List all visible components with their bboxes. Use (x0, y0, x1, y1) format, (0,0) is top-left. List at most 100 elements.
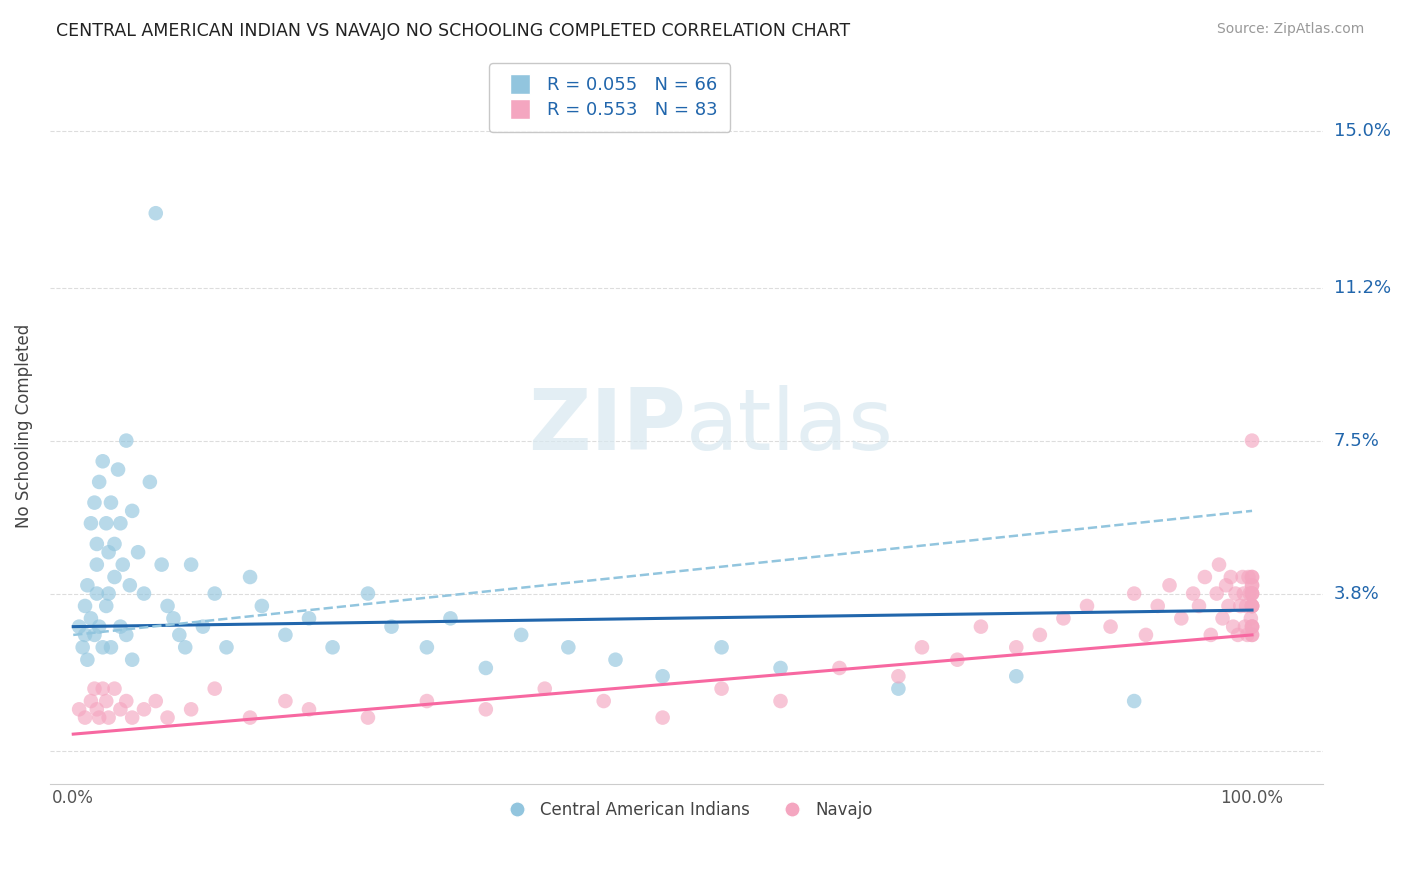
Point (76, 578, 98, 592)
Point (1233, 620, 1256, 634)
Text: ZIP: ZIP (529, 384, 686, 467)
Point (1146, 599, 1168, 613)
Point (592, 694, 614, 708)
Point (80, 516, 103, 531)
Point (215, 640, 238, 655)
Point (357, 586, 380, 600)
Point (1233, 586, 1256, 600)
Point (1240, 578, 1263, 592)
Point (145, 694, 167, 708)
Point (1229, 599, 1251, 613)
Point (416, 640, 439, 655)
Point (1194, 570, 1216, 584)
Point (118, 578, 141, 592)
Point (1240, 586, 1263, 600)
Point (97, 710, 120, 724)
Point (1123, 586, 1146, 600)
Point (1188, 599, 1211, 613)
Point (115, 694, 138, 708)
Point (156, 710, 179, 724)
Point (533, 681, 555, 696)
Point (1232, 570, 1254, 584)
Point (80, 694, 103, 708)
Point (1240, 586, 1263, 600)
Point (83, 628, 105, 642)
Point (475, 661, 498, 675)
Point (1239, 586, 1261, 600)
Point (96, 694, 118, 708)
Point (115, 628, 138, 642)
Point (1218, 599, 1240, 613)
Point (1029, 628, 1052, 642)
Point (191, 620, 214, 634)
Point (1240, 599, 1263, 613)
Point (475, 702, 498, 716)
Point (298, 702, 321, 716)
Point (1159, 578, 1181, 592)
Point (1182, 586, 1205, 600)
Point (1240, 620, 1263, 634)
Point (103, 537, 125, 551)
Point (769, 661, 792, 675)
Point (1237, 570, 1260, 584)
Point (169, 628, 191, 642)
Point (239, 710, 262, 724)
Point (180, 558, 202, 572)
Point (121, 710, 143, 724)
Point (115, 434, 138, 448)
Point (1240, 434, 1263, 448)
Point (83, 681, 105, 696)
Point (150, 558, 173, 572)
Point (103, 570, 125, 584)
Point (180, 702, 202, 716)
Point (127, 545, 149, 559)
Point (1212, 611, 1234, 625)
Point (1215, 578, 1237, 592)
Point (1076, 599, 1098, 613)
Point (121, 653, 143, 667)
Point (174, 640, 197, 655)
Text: 15.0%: 15.0% (1334, 121, 1391, 139)
Point (121, 504, 143, 518)
Point (911, 640, 934, 655)
Point (145, 206, 167, 220)
Point (510, 628, 533, 642)
Point (887, 681, 910, 696)
Point (1240, 570, 1263, 584)
Point (1135, 628, 1157, 642)
Point (110, 702, 132, 716)
Text: atlas: atlas (686, 384, 894, 467)
Point (1052, 611, 1074, 625)
Point (91, 640, 114, 655)
Point (1005, 640, 1028, 655)
Point (86, 558, 108, 572)
Point (156, 599, 179, 613)
Point (1225, 586, 1247, 600)
Point (274, 628, 297, 642)
Point (204, 681, 226, 696)
Point (73, 599, 96, 613)
Point (298, 611, 321, 625)
Point (970, 620, 993, 634)
Point (274, 694, 297, 708)
Point (416, 694, 439, 708)
Point (97, 545, 120, 559)
Point (1199, 628, 1222, 642)
Point (97, 586, 120, 600)
Text: 11.2%: 11.2% (1334, 278, 1391, 297)
Point (1005, 669, 1028, 683)
Point (1170, 611, 1192, 625)
Point (96, 599, 118, 613)
Point (1240, 599, 1263, 613)
Point (651, 669, 673, 683)
Point (110, 620, 132, 634)
Point (1240, 628, 1263, 642)
Point (96, 516, 118, 531)
Point (710, 681, 733, 696)
Point (111, 558, 134, 572)
Point (1234, 599, 1257, 613)
Point (1240, 611, 1263, 625)
Point (72, 640, 94, 655)
Point (1240, 599, 1263, 613)
Point (1240, 620, 1263, 634)
